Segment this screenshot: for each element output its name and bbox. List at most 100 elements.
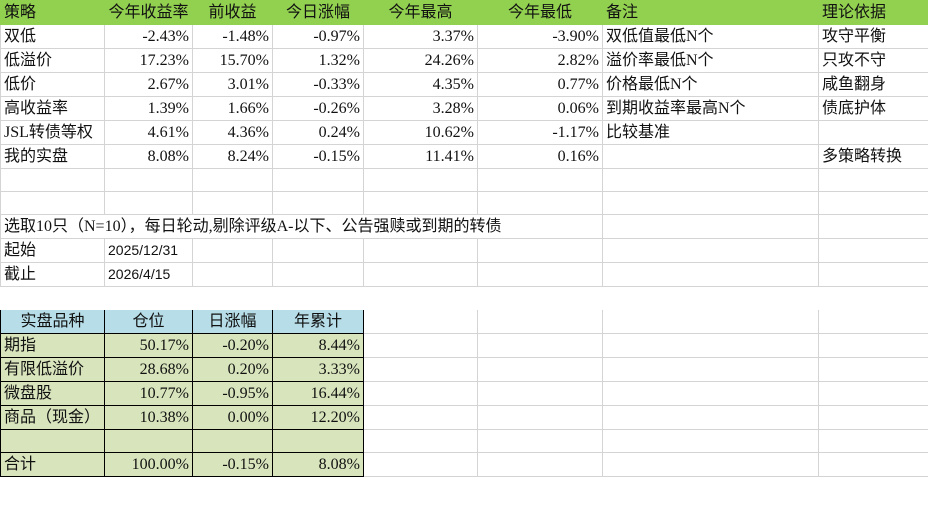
portfolio-column-header[interactable]: 仓位 bbox=[104, 309, 193, 334]
empty-cell[interactable] bbox=[193, 287, 273, 310]
column-header[interactable]: 策略 bbox=[0, 0, 105, 25]
portfolio-cell[interactable]: 8.44% bbox=[272, 333, 364, 358]
empty-cell[interactable] bbox=[477, 357, 603, 382]
empty-cell[interactable] bbox=[363, 168, 478, 192]
column-header[interactable]: 前收益 bbox=[192, 0, 273, 25]
strategy-cell[interactable]: 比较基准 bbox=[602, 120, 819, 145]
empty-cell[interactable] bbox=[477, 191, 603, 215]
empty-cell[interactable] bbox=[602, 191, 819, 215]
portfolio-cell[interactable]: 期指 bbox=[0, 333, 105, 358]
strategy-cell[interactable]: 到期收益率最高N个 bbox=[602, 96, 819, 121]
portfolio-cell[interactable]: 有限低溢价 bbox=[0, 357, 105, 382]
empty-cell[interactable] bbox=[105, 287, 193, 310]
strategy-cell[interactable]: 2.82% bbox=[477, 48, 603, 73]
portfolio-cell[interactable] bbox=[192, 429, 273, 453]
portfolio-column-header[interactable]: 实盘品种 bbox=[0, 309, 105, 334]
column-header[interactable]: 备注 bbox=[602, 0, 819, 25]
strategy-cell[interactable]: 2.67% bbox=[104, 72, 193, 97]
empty-cell[interactable] bbox=[272, 238, 364, 263]
portfolio-cell[interactable]: -0.15% bbox=[192, 452, 273, 477]
strategy-cell[interactable]: 1.66% bbox=[192, 96, 273, 121]
empty-cell[interactable] bbox=[363, 405, 478, 430]
empty-cell[interactable] bbox=[363, 238, 478, 263]
empty-cell[interactable] bbox=[477, 168, 603, 192]
empty-cell[interactable] bbox=[602, 168, 819, 192]
empty-cell[interactable] bbox=[272, 191, 364, 215]
empty-cell[interactable] bbox=[272, 262, 364, 287]
strategy-cell[interactable]: 11.41% bbox=[363, 144, 478, 169]
empty-cell[interactable] bbox=[818, 168, 928, 192]
strategy-cell[interactable]: -1.48% bbox=[192, 24, 273, 49]
empty-cell[interactable] bbox=[364, 287, 478, 310]
portfolio-cell[interactable]: -0.20% bbox=[192, 333, 273, 358]
strategy-cell[interactable]: 3.28% bbox=[363, 96, 478, 121]
strategy-cell[interactable]: 8.24% bbox=[192, 144, 273, 169]
start-date-label[interactable]: 起始 bbox=[0, 238, 105, 263]
empty-cell[interactable] bbox=[602, 238, 819, 263]
strategy-cell[interactable]: 3.37% bbox=[363, 24, 478, 49]
strategy-cell[interactable]: -1.17% bbox=[477, 120, 603, 145]
strategy-cell[interactable]: -2.43% bbox=[104, 24, 193, 49]
strategy-cell[interactable]: -0.15% bbox=[272, 144, 364, 169]
empty-cell[interactable] bbox=[0, 191, 105, 215]
strategy-cell[interactable]: 低价 bbox=[0, 72, 105, 97]
strategy-cell[interactable] bbox=[818, 120, 928, 145]
empty-cell[interactable] bbox=[477, 405, 603, 430]
empty-cell[interactable] bbox=[602, 452, 819, 477]
column-header[interactable]: 今年最高 bbox=[363, 0, 478, 25]
empty-cell[interactable] bbox=[104, 168, 193, 192]
strategy-cell[interactable]: 15.70% bbox=[192, 48, 273, 73]
strategy-cell[interactable]: -3.90% bbox=[477, 24, 603, 49]
column-header[interactable]: 今日涨幅 bbox=[272, 0, 364, 25]
empty-cell[interactable] bbox=[602, 405, 819, 430]
empty-cell[interactable] bbox=[477, 381, 603, 406]
strategy-cell[interactable]: 债底护体 bbox=[818, 96, 928, 121]
strategy-cell[interactable]: 10.62% bbox=[363, 120, 478, 145]
empty-cell[interactable] bbox=[818, 309, 928, 334]
empty-cell[interactable] bbox=[0, 168, 105, 192]
empty-cell[interactable] bbox=[602, 357, 819, 382]
portfolio-cell[interactable]: 10.38% bbox=[104, 405, 193, 430]
strategy-cell[interactable]: JSL转债等权 bbox=[0, 120, 105, 145]
empty-cell[interactable] bbox=[477, 429, 603, 453]
strategy-cell[interactable] bbox=[602, 144, 819, 169]
empty-cell[interactable] bbox=[363, 357, 478, 382]
portfolio-cell[interactable]: 微盘股 bbox=[0, 381, 105, 406]
empty-cell[interactable] bbox=[602, 381, 819, 406]
strategy-cell[interactable]: 我的实盘 bbox=[0, 144, 105, 169]
empty-cell[interactable] bbox=[192, 191, 273, 215]
strategy-cell[interactable]: -0.33% bbox=[272, 72, 364, 97]
strategy-cell[interactable]: 双低值最低N个 bbox=[602, 24, 819, 49]
column-header[interactable]: 理论依据 bbox=[818, 0, 928, 25]
empty-cell[interactable] bbox=[818, 381, 928, 406]
portfolio-cell[interactable]: 100.00% bbox=[104, 452, 193, 477]
strategy-note[interactable]: 选取10只（N=10），每日轮动,剔除评级A-以下、公告强赎或到期的转债 bbox=[0, 214, 603, 239]
strategy-cell[interactable]: 0.16% bbox=[477, 144, 603, 169]
empty-cell[interactable] bbox=[602, 214, 819, 239]
portfolio-column-header[interactable]: 日涨幅 bbox=[192, 309, 273, 334]
strategy-cell[interactable]: 高收益率 bbox=[0, 96, 105, 121]
empty-cell[interactable] bbox=[603, 287, 819, 310]
strategy-cell[interactable]: 只攻不守 bbox=[818, 48, 928, 73]
strategy-cell[interactable]: 双低 bbox=[0, 24, 105, 49]
strategy-cell[interactable]: 1.32% bbox=[272, 48, 364, 73]
portfolio-cell[interactable] bbox=[104, 429, 193, 453]
column-header[interactable]: 今年最低 bbox=[477, 0, 603, 25]
strategy-cell[interactable]: 3.01% bbox=[192, 72, 273, 97]
empty-cell[interactable] bbox=[602, 309, 819, 334]
empty-cell[interactable] bbox=[477, 262, 603, 287]
strategy-cell[interactable]: 4.35% bbox=[363, 72, 478, 97]
strategy-cell[interactable]: -0.26% bbox=[272, 96, 364, 121]
strategy-cell[interactable]: 价格最低N个 bbox=[602, 72, 819, 97]
empty-cell[interactable] bbox=[818, 405, 928, 430]
portfolio-cell[interactable]: 3.33% bbox=[272, 357, 364, 382]
strategy-cell[interactable]: 4.61% bbox=[104, 120, 193, 145]
strategy-cell[interactable]: -0.97% bbox=[272, 24, 364, 49]
empty-cell[interactable] bbox=[363, 262, 478, 287]
portfolio-cell[interactable]: 50.17% bbox=[104, 333, 193, 358]
strategy-cell[interactable]: 1.39% bbox=[104, 96, 193, 121]
strategy-cell[interactable]: 0.77% bbox=[477, 72, 603, 97]
strategy-cell[interactable]: 多策略转换 bbox=[818, 144, 928, 169]
portfolio-column-header[interactable]: 年累计 bbox=[272, 309, 364, 334]
portfolio-cell[interactable]: 8.08% bbox=[272, 452, 364, 477]
